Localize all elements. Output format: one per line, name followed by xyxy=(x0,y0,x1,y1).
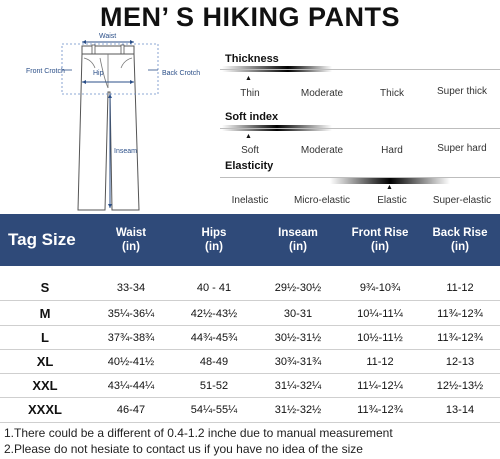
hips-cell: 44¾-45¾ xyxy=(190,331,238,344)
table-row: XXL 43¼-44¼ 51-52 31¼-32¼ 11¼-12¼ 12½-13… xyxy=(0,374,500,397)
inseam-cell: 31¼-32¼ xyxy=(274,379,322,392)
column-header-back-rise: Back Rise (in) xyxy=(432,227,488,253)
waist-cell: 43¼-44¼ xyxy=(107,379,155,392)
hips-cell: 48-49 xyxy=(199,355,229,368)
row-divider xyxy=(0,325,500,326)
soft-index-option: Hard xyxy=(381,145,403,156)
waist-cell: 46-47 xyxy=(116,403,146,416)
thickness-option: Thick xyxy=(380,88,404,99)
soft-index-title: Soft index xyxy=(225,111,279,123)
thickness-scale-line xyxy=(220,69,500,70)
table-row: XL 40½-41½ 48-49 30¾-31¾ 11-12 12-13 xyxy=(0,350,500,373)
front-crotch-label: Front Crotch xyxy=(26,68,65,75)
elasticity-option: Micro-elastic xyxy=(293,195,351,206)
note-line-1: 1.There could be a different of 0.4-1.2 … xyxy=(4,426,393,440)
thickness-title: Thickness xyxy=(225,53,279,65)
front-rise-cell: 11¼-12¼ xyxy=(357,379,403,392)
back-rise-cell: 12-13 xyxy=(445,355,475,368)
inseam-cell: 30¾-31¾ xyxy=(274,355,322,368)
waist-cell: 33-34 xyxy=(116,281,146,294)
table-row: M 35¼-36¼ 42½-43½ 30-31 10¼-11¼ 11¾-12¾ xyxy=(0,302,500,325)
size-cell: S xyxy=(40,280,50,295)
column-header-tag-size: Tag Size xyxy=(8,230,76,249)
size-cell: XXXL xyxy=(28,402,62,417)
pants-illustration xyxy=(61,40,159,211)
column-header-front-rise: Front Rise (in) xyxy=(351,227,409,253)
back-rise-cell: 11¾-12¾ xyxy=(437,331,483,344)
front-rise-cell: 10¼-11¼ xyxy=(357,307,403,320)
elasticity-option: Elastic xyxy=(377,195,407,206)
hips-cell: 40 - 41 xyxy=(196,281,232,294)
table-row: S 33-34 40 - 41 29½-30½ 9¾-10¾ 11-12 xyxy=(0,276,500,299)
back-rise-cell: 12½-13½ xyxy=(436,379,484,392)
waist-label: Waist xyxy=(99,33,117,40)
column-header-inseam: Inseam (in) xyxy=(278,227,318,253)
size-cell: XXL xyxy=(32,378,58,393)
inseam-cell: 30½-31½ xyxy=(274,331,322,344)
soft-index-marker-icon: ▲ xyxy=(245,133,252,140)
row-divider xyxy=(0,422,500,423)
front-rise-cell: 11-12 xyxy=(366,355,394,368)
hips-cell: 51-52 xyxy=(199,379,229,392)
column-header-hips: Hips (in) xyxy=(201,227,227,253)
hips-cell: 42½-43½ xyxy=(190,307,238,320)
thickness-marker-icon: ▲ xyxy=(245,75,252,82)
row-divider xyxy=(0,373,500,374)
hips-cell: 54¼-55¼ xyxy=(190,403,238,416)
front-rise-cell: 11¾-12¾ xyxy=(357,403,403,416)
front-rise-cell: 10½-11½ xyxy=(357,331,403,344)
table-row: XXXL 46-47 54¼-55¼ 31½-32½ 11¾-12¾ 13-14 xyxy=(0,398,500,421)
thickness-option: Moderate xyxy=(300,88,344,99)
column-header-waist: Waist (in) xyxy=(115,227,147,253)
hip-label: Hip xyxy=(93,70,104,77)
note-line-2: 2.Please do not hesiate to contact us if… xyxy=(4,442,363,456)
elasticity-marker-icon: ▲ xyxy=(386,184,393,191)
back-rise-cell: 13-14 xyxy=(445,403,475,416)
back-rise-cell: 11¾-12¾ xyxy=(437,307,483,320)
page-title: MEN’ S HIKING PANTS xyxy=(99,2,401,32)
waist-cell: 40½-41½ xyxy=(107,355,155,368)
inseam-cell: 31½-32½ xyxy=(274,403,322,416)
thickness-option: Super thick xyxy=(436,86,488,97)
waist-cell: 35¼-36¼ xyxy=(107,307,155,320)
row-divider xyxy=(0,300,500,301)
table-row: L 37¾-38¾ 44¾-45¾ 30½-31½ 10½-11½ 11¾-12… xyxy=(0,326,500,349)
back-rise-cell: 11-12 xyxy=(446,281,474,294)
size-cell: M xyxy=(39,306,51,321)
elasticity-title: Elasticity xyxy=(225,160,274,172)
pants-diagram: Waist Front Crotch Hip Back Crotch Insea… xyxy=(0,30,215,220)
soft-index-option: Super hard xyxy=(437,143,487,154)
size-cell: XL xyxy=(36,354,54,369)
elasticity-option: Super-elastic xyxy=(432,195,492,206)
front-rise-cell: 9¾-10¾ xyxy=(359,281,401,294)
inseam-cell: 29½-30½ xyxy=(274,281,322,294)
size-table-header: Tag Size Waist (in) Hips (in) Inseam (in… xyxy=(0,214,500,266)
soft-index-option: Moderate xyxy=(300,145,344,156)
elasticity-gradient-bar xyxy=(330,178,450,184)
inseam-label: Inseam xyxy=(114,148,137,155)
back-crotch-label: Back Crotch xyxy=(162,70,201,77)
soft-index-option: Soft xyxy=(241,145,259,156)
row-divider xyxy=(0,349,500,350)
row-divider xyxy=(0,397,500,398)
thickness-option: Thin xyxy=(240,88,260,99)
elasticity-scale-line xyxy=(220,177,500,178)
waist-cell: 37¾-38¾ xyxy=(107,331,155,344)
size-cell: L xyxy=(41,330,49,345)
inseam-cell: 30-31 xyxy=(283,307,313,320)
elasticity-option: Inelastic xyxy=(231,195,269,206)
soft-index-scale-line xyxy=(220,128,500,129)
